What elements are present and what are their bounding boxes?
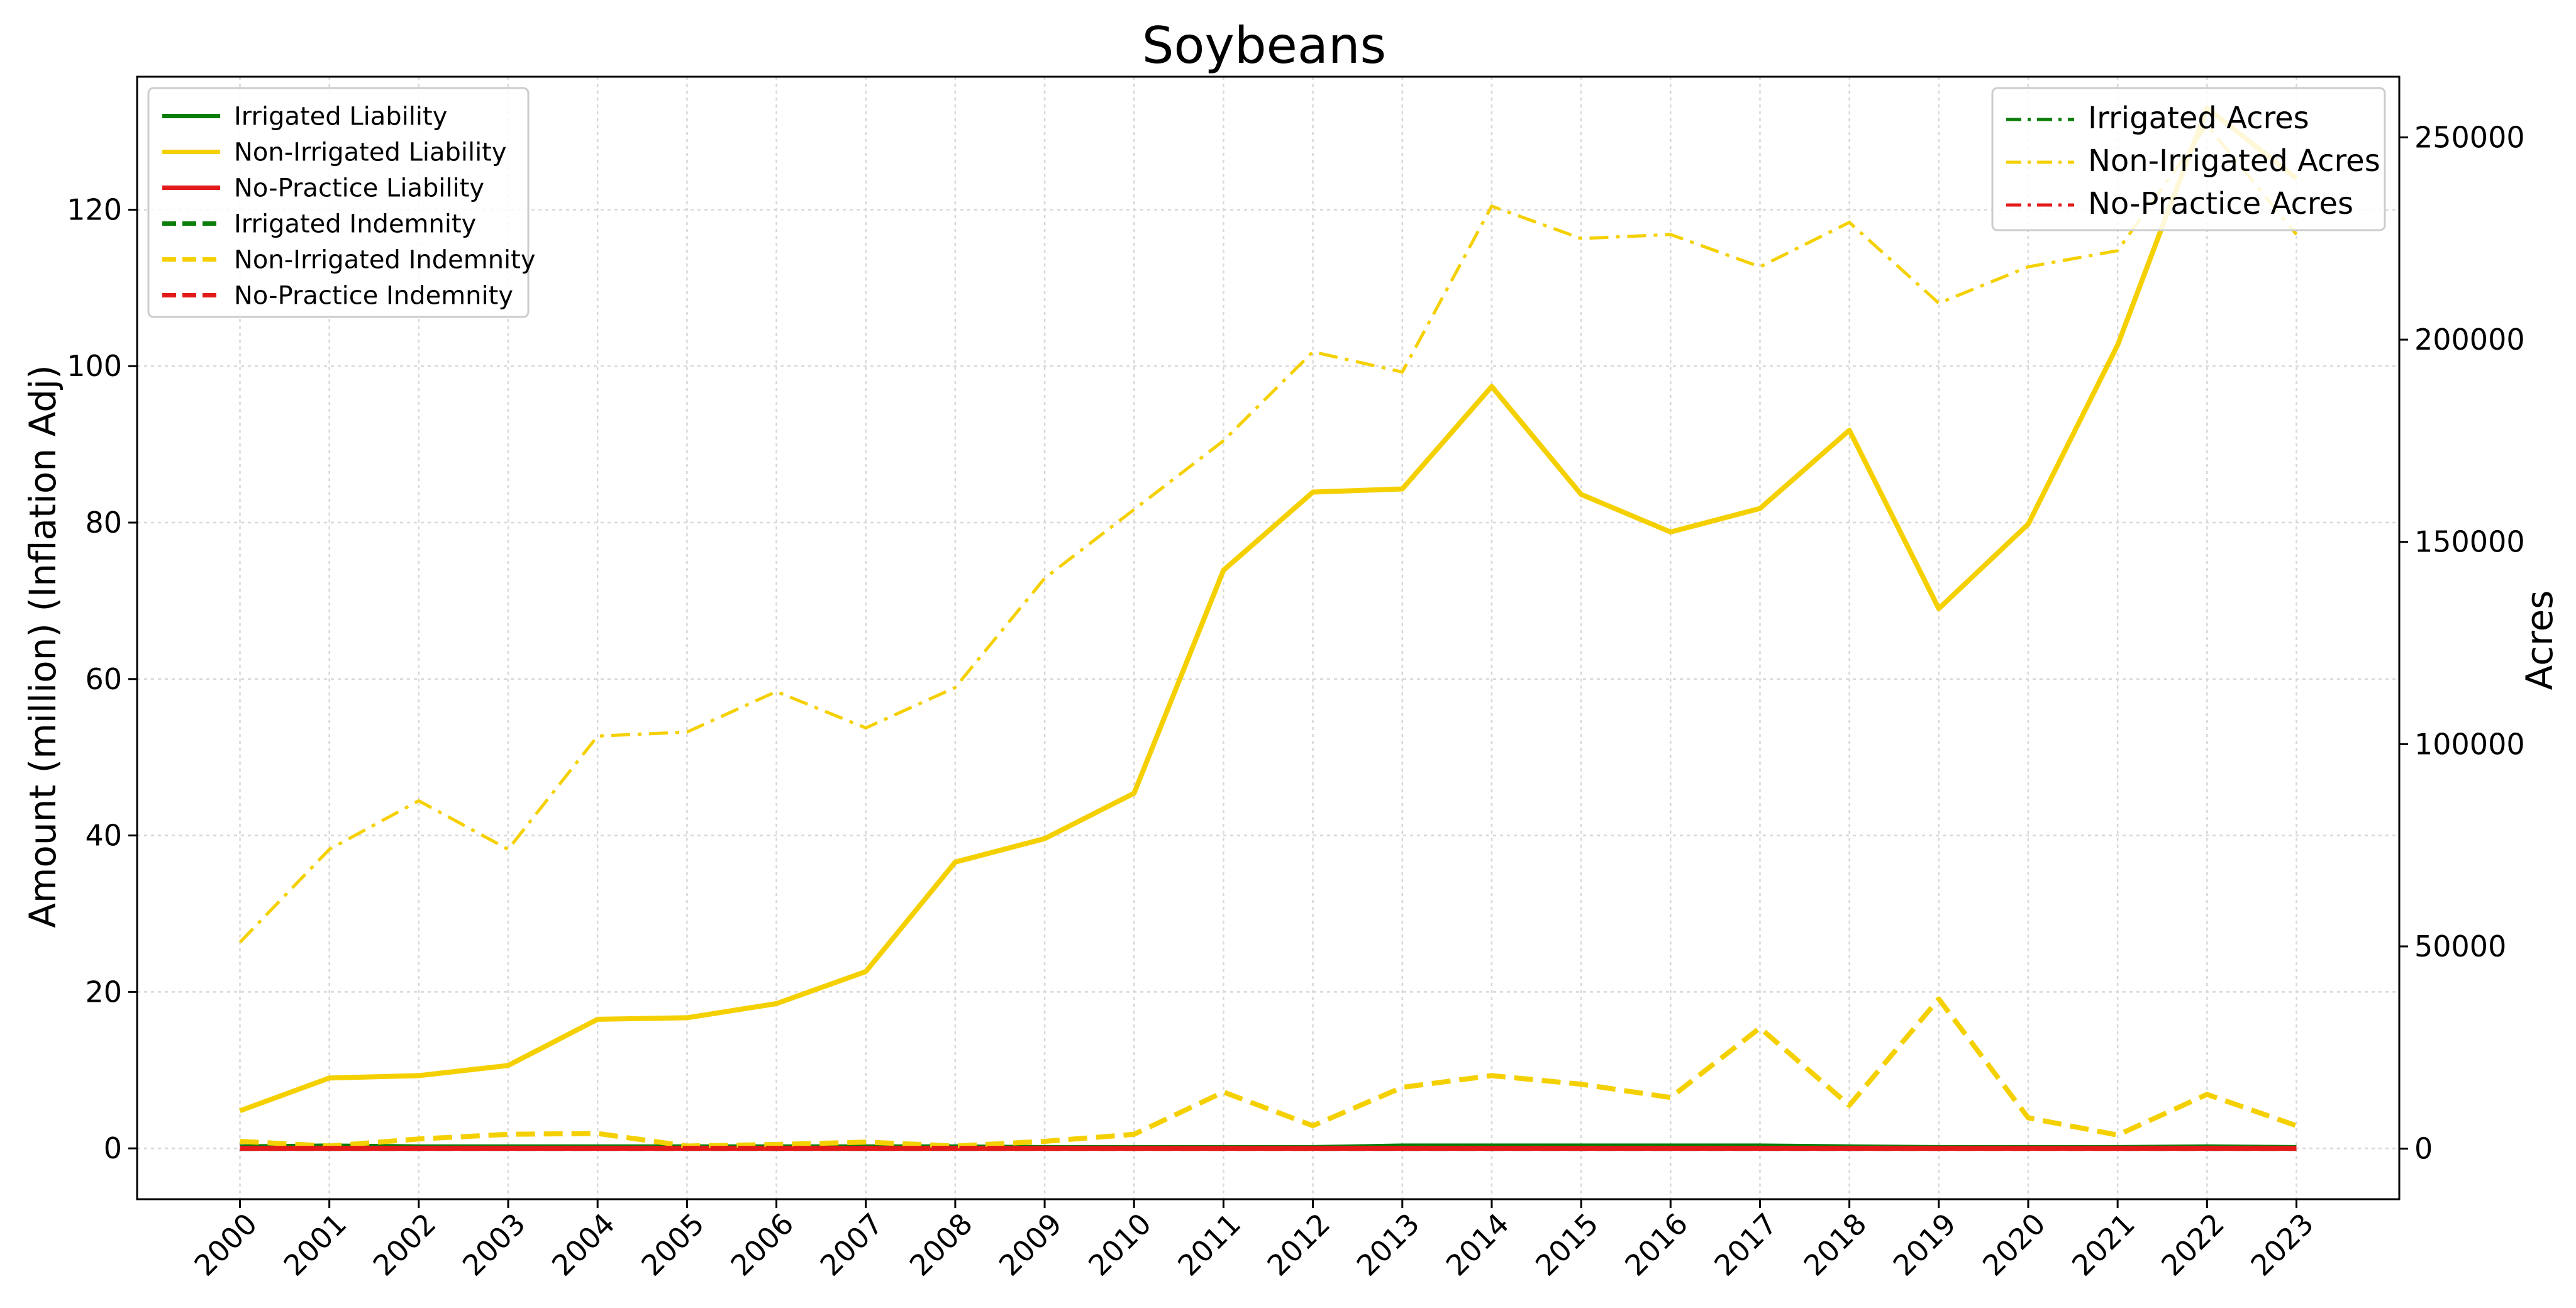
legend-label: No-Practice Acres (2088, 186, 2353, 221)
x-tick-label: 2010 (1082, 1207, 1158, 1283)
x-tick-label: 2014 (1440, 1207, 1516, 1283)
y-tick-label: 40 (85, 819, 122, 853)
x-tick-label: 2006 (724, 1207, 800, 1283)
x-tick-label: 2023 (2244, 1207, 2320, 1283)
x-tick-label: 2012 (1260, 1207, 1336, 1283)
y2-tick-label: 200000 (2414, 323, 2525, 357)
y-tick-label: 120 (67, 192, 122, 226)
y2-axis-title: Acres (2518, 590, 2561, 690)
x-tick-label: 2016 (1618, 1207, 1694, 1283)
legend-label: No-Practice Liability (234, 174, 484, 203)
y2-tick-label: 0 (2414, 1132, 2433, 1166)
x-tick-label: 2005 (635, 1207, 711, 1283)
x-tick-label: 2013 (1350, 1207, 1426, 1283)
legend-label: Irrigated Liability (234, 103, 447, 131)
x-tick-label: 2021 (2065, 1207, 2141, 1283)
legend-box (1991, 87, 2386, 231)
legend-label: Non-Irrigated Indemnity (234, 246, 536, 275)
legend-box (147, 87, 530, 318)
legend-label: Irrigated Acres (2088, 101, 2309, 136)
legend-label: Non-Irrigated Liability (234, 138, 507, 167)
y-tick-label: 0 (104, 1131, 122, 1165)
x-tick-label: 2019 (1887, 1207, 1963, 1283)
y2-tick-label: 150000 (2414, 525, 2525, 559)
series-non-irrigated-liability (239, 105, 2298, 1114)
x-tick-label: 2020 (1976, 1207, 2052, 1283)
x-tick-label: 2022 (2155, 1207, 2231, 1283)
x-tick-label: 2009 (992, 1207, 1069, 1283)
x-tick-label: 2015 (1529, 1207, 1605, 1283)
y-axis-title: Amount (million) (Inflation Adj) (21, 365, 64, 928)
x-tick-label: 2007 (814, 1207, 890, 1283)
legend-label: Non-Irrigated Acres (2088, 143, 2380, 179)
x-tick-label: 2011 (1171, 1207, 1247, 1283)
x-tick-label: 2002 (367, 1207, 443, 1283)
y-axis-right: 0 50000 100000 150000 200000 250000 (2399, 120, 2525, 1166)
y-tick-label: 20 (85, 975, 122, 1009)
series-non-irrigated-acres (238, 123, 2298, 944)
x-tick-label: 2003 (456, 1207, 532, 1283)
x-tick-label: 2000 (187, 1207, 264, 1283)
legend-right: Irrigated Acres Non-Irrigated Acres No-Pra… (1991, 87, 2386, 231)
legend-left: Irrigated Liability Non-Irrigated Liabili… (147, 87, 536, 318)
x-axis: 2000 2001 2002 2003 2004 2005 2006 2007 2008 2009… (187, 1199, 2320, 1283)
y-tick-label: 80 (85, 506, 122, 540)
x-tick-label: 2017 (1707, 1207, 1784, 1283)
y2-tick-label: 100000 (2414, 727, 2525, 761)
legend-label: No-Practice Indemnity (234, 282, 513, 311)
x-tick-label: 2008 (903, 1207, 979, 1283)
series-layer (238, 105, 2298, 1151)
y-axis-left: 0 20 40 60 80 100 120 (67, 192, 137, 1165)
y-tick-label: 60 (85, 662, 122, 696)
grid (137, 77, 2399, 1199)
x-tick-label: 2018 (1797, 1207, 1873, 1283)
legend-label: Irrigated Indemnity (234, 210, 476, 239)
chart-title: Soybeans (1142, 16, 1386, 75)
plot-frame (136, 75, 2401, 1200)
x-tick-label: 2004 (545, 1207, 621, 1283)
x-tick-label: 2001 (277, 1207, 353, 1283)
y2-tick-label: 50000 (2414, 929, 2506, 963)
y2-tick-label: 250000 (2414, 120, 2525, 154)
series-non-irrigated-indemnity (240, 996, 2297, 1149)
y-tick-label: 100 (67, 349, 122, 383)
